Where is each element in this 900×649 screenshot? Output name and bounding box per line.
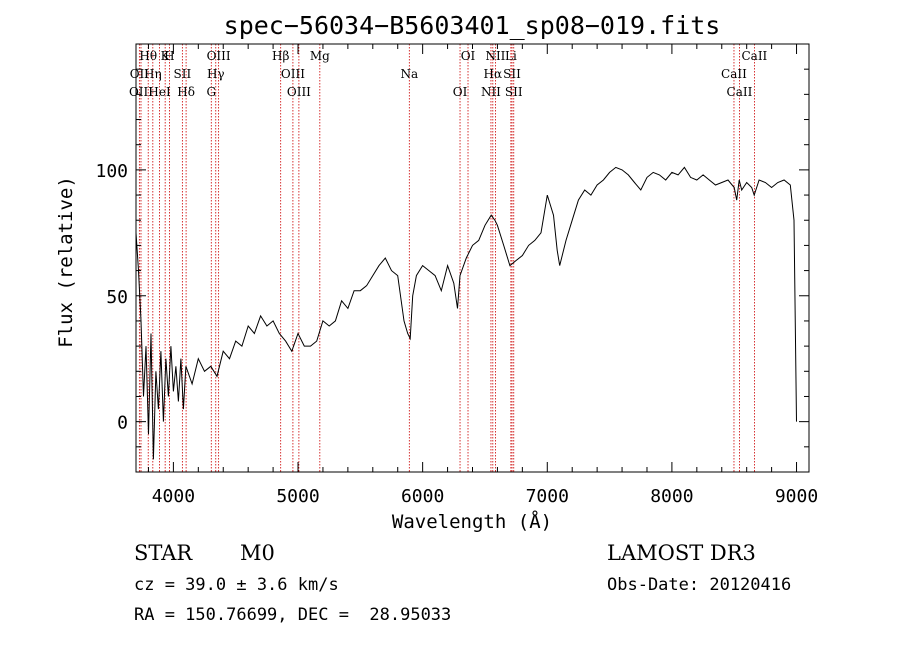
plot-frame (135, 43, 810, 473)
chart-title: spec−56034−B5603401_sp08−019.fits (224, 11, 721, 40)
y-tick-label: 100 (95, 161, 128, 182)
spectral-line-label: NII (485, 49, 505, 63)
survey-name: LAMOST DR3 (607, 541, 756, 565)
spectral-line-label: Mg (310, 49, 330, 63)
spectral-line-label: NII (481, 85, 501, 99)
spectral-line-label: SII (505, 85, 523, 99)
y-tick-label: 0 (117, 413, 128, 434)
spectral-line-markers (138, 44, 755, 472)
spectral-line-label: Hη (144, 67, 162, 81)
spectral-line-label: Hδ (177, 85, 195, 99)
x-tick-label: 4000 (152, 486, 195, 507)
spectral-line-label: SII (503, 67, 521, 81)
spectral-line-label: OIII (207, 49, 231, 63)
redshift-text: cz = 39.0 ± 3.6 km/s (134, 575, 339, 595)
spectral-line-label: G (206, 85, 216, 99)
spectral-line-label: OIII (287, 85, 311, 99)
spectral-line-label: OIII (129, 85, 153, 99)
spectral-line-label: OI (461, 49, 476, 63)
spectral-line-label: CaII (721, 67, 747, 81)
spectral-line-labels: HθOIIOIIIKHηHeIHSIIHδOIIIHγGHβOIIIOIIIMg… (129, 49, 768, 99)
spectral-line-label: HeI (148, 85, 171, 99)
spectral-line-label: K (161, 49, 171, 63)
x-tick-label: 8000 (650, 486, 693, 507)
spectral-line-label: CaII (741, 49, 767, 63)
spectral-line-label: SII (174, 67, 192, 81)
x-tick-label: 7000 (526, 486, 569, 507)
spectral-line-label: Hβ (272, 49, 289, 63)
x-tick-label: 6000 (401, 486, 444, 507)
spectral-line-label: OIII (281, 67, 305, 81)
spectral-line-label: OI (453, 85, 468, 99)
spectral-line-label: Hθ (139, 49, 157, 63)
obs-date-text: Obs-Date: 20120416 (607, 575, 791, 595)
spectral-line-label: Li (505, 49, 517, 63)
spectral-line-label: Hα (484, 67, 503, 81)
spectrum-line (135, 166, 797, 460)
y-tick-label: 50 (106, 287, 128, 308)
coords-text: RA = 150.76699, DEC = 28.95033 (134, 605, 451, 625)
object-subclass: M0 (240, 541, 275, 565)
x-tick-label: 9000 (775, 486, 818, 507)
y-axis-ticks: 0 50 100 (95, 68, 809, 448)
spectral-line-label: H (164, 49, 174, 63)
spectral-line-label: OII (130, 67, 150, 81)
spectral-line-label: Na (400, 67, 418, 81)
x-axis-ticks: 4000 5000 6000 7000 8000 9000 (147, 44, 818, 507)
x-axis-label: Wavelength (Å) (392, 510, 552, 533)
y-axis-label: Flux (relative) (55, 176, 77, 348)
object-class: STAR (134, 541, 193, 565)
x-tick-label: 5000 (276, 486, 319, 507)
spectral-line-label: Hγ (207, 67, 225, 81)
spectral-line-label: CaII (727, 85, 753, 99)
